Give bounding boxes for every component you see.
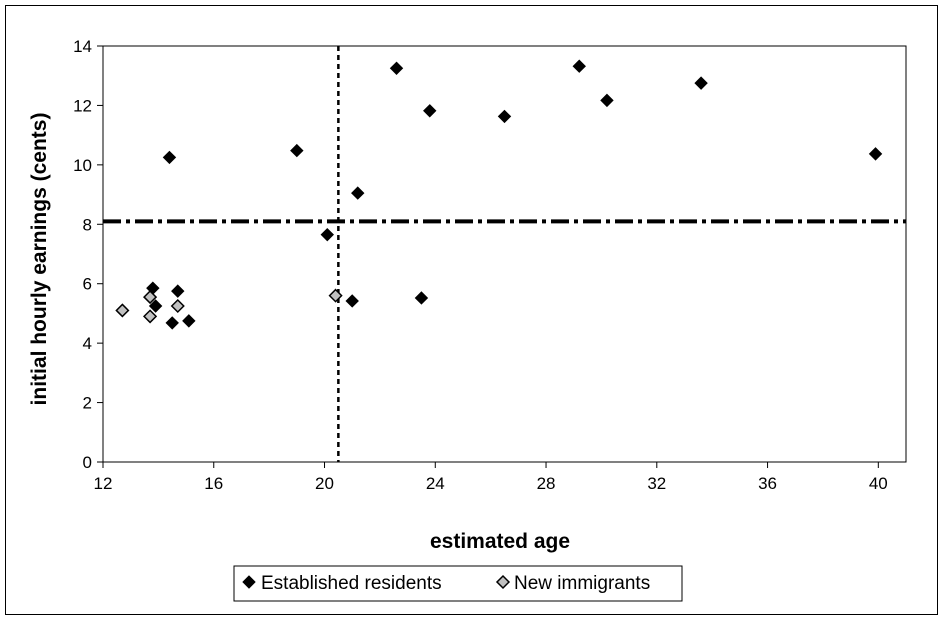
established-resident-point — [165, 316, 179, 330]
established-resident-point — [351, 186, 365, 200]
x-axis-title: estimated age — [430, 530, 570, 553]
established-resident-point — [600, 93, 614, 108]
new-immigrant-point — [143, 309, 158, 324]
plot-border — [102, 45, 907, 463]
established-resident-point — [320, 227, 334, 242]
x-tick-label: 16 — [204, 474, 223, 493]
y-tick-label: 2 — [83, 394, 92, 413]
established-resident-point — [497, 109, 512, 124]
y-tick-label: 10 — [73, 156, 92, 175]
new-immigrant-point — [143, 290, 158, 305]
established-resident-point — [389, 61, 404, 75]
legend-marker-new-immigrants — [495, 574, 511, 590]
legend-label-established-residents: Established residents — [261, 573, 442, 594]
legend-marker-established-residents — [242, 575, 256, 589]
y-tick-label: 14 — [73, 37, 92, 56]
x-tick-label: 36 — [758, 474, 777, 493]
x-tick-label: 12 — [94, 474, 113, 493]
y-tick-label: 4 — [83, 334, 92, 353]
established-resident-point — [572, 59, 586, 73]
y-tick-label: 8 — [83, 215, 92, 234]
plot-area — [102, 45, 907, 463]
y-axis: 0 2 4 6 8 10 12 14 — [73, 37, 103, 472]
x-tick-label: 40 — [869, 474, 888, 493]
y-tick-label: 6 — [83, 275, 92, 294]
x-tick-label: 24 — [426, 474, 445, 493]
established-resident-point — [148, 299, 163, 313]
reference-lines — [103, 46, 906, 462]
y-axis-title: initial hourly earnings (cents) — [28, 113, 51, 406]
x-axis: 12 16 20 24 28 32 36 40 — [94, 462, 888, 493]
x-tick-label: 20 — [315, 474, 334, 493]
established-resident-point — [171, 284, 185, 298]
established-resident-point — [345, 294, 359, 308]
x-tick-label: 28 — [537, 474, 556, 493]
new-immigrant-point — [170, 298, 185, 314]
established-resident-point — [423, 104, 437, 118]
data-points — [115, 59, 883, 330]
established-resident-point — [290, 143, 304, 158]
legend-box — [233, 565, 683, 602]
legend: Established residents New immigrants — [233, 565, 683, 602]
established-resident-point — [868, 147, 883, 161]
established-resident-point — [414, 291, 429, 305]
y-tick-label: 0 — [83, 453, 92, 472]
x-tick-label: 32 — [647, 474, 666, 493]
established-resident-point — [162, 150, 177, 165]
legend-label-new-immigrants: New immigrants — [514, 573, 650, 594]
established-resident-point — [182, 314, 196, 328]
y-tick-label: 12 — [73, 96, 92, 115]
new-immigrant-point — [115, 303, 130, 318]
established-resident-point — [694, 76, 708, 90]
new-immigrant-point — [328, 288, 343, 303]
